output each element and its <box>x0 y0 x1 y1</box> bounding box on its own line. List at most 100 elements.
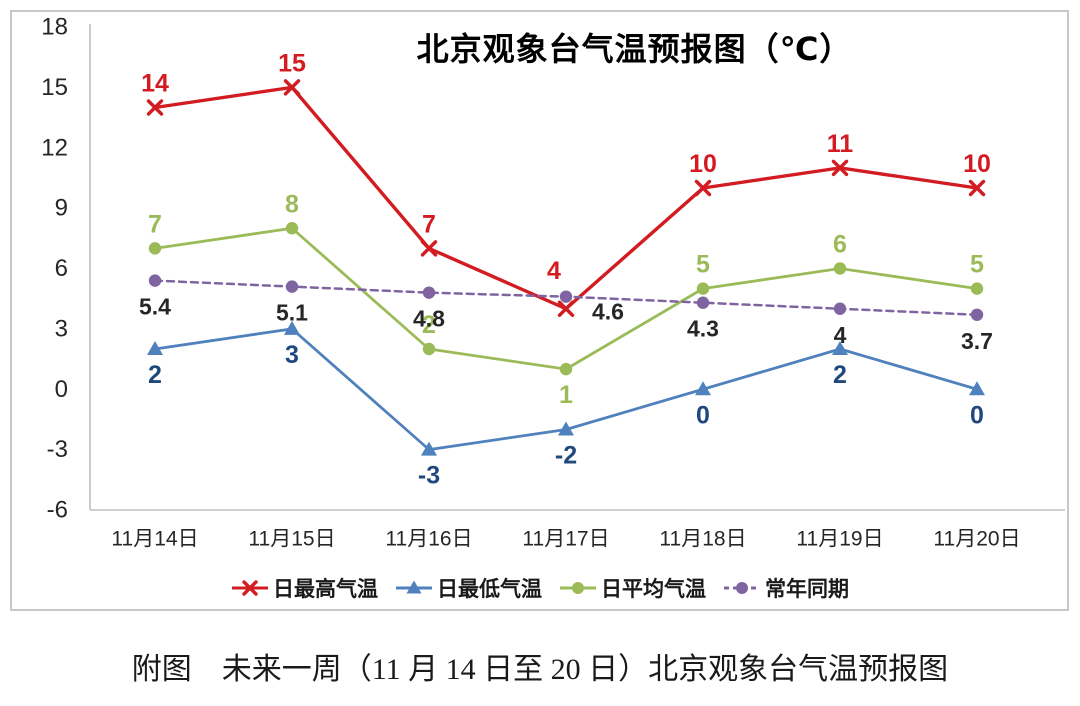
series-line-daily-max <box>153 85 979 311</box>
data-label-daily-max: 10 <box>689 150 717 178</box>
data-label-daily-min: -2 <box>555 442 577 470</box>
y-tick-label: 9 <box>55 195 68 222</box>
circle-marker <box>833 302 847 315</box>
data-label-daily-max: 10 <box>963 150 991 178</box>
circle-marker <box>285 280 299 293</box>
y-tick-label: 0 <box>55 376 68 403</box>
figure-caption: 附图 未来一周（11 月 14 日至 20 日）北京观象台气温预报图 <box>131 653 949 686</box>
x-tick-label: 11月16日 <box>385 528 472 551</box>
circle-marker <box>559 362 573 376</box>
series-climate-normal <box>148 274 984 321</box>
circle-marker <box>559 290 573 303</box>
data-label-daily-avg: 5 <box>970 251 984 279</box>
data-label-daily-max: 7 <box>422 210 436 238</box>
series-daily-min <box>147 320 985 456</box>
data-label-daily-min: 2 <box>833 361 847 389</box>
legend-marker-x-icon <box>232 580 268 596</box>
data-label-climate-normal: 4 <box>834 322 847 348</box>
labels-daily-max: 14 15 7 4 10 11 10 <box>141 49 991 284</box>
y-tick-label: 18 <box>41 14 68 41</box>
x-marker <box>694 179 712 197</box>
data-label-climate-normal: 3.7 <box>961 328 993 354</box>
data-label-climate-normal: 4.6 <box>592 299 624 325</box>
data-label-daily-avg: 6 <box>833 231 847 259</box>
data-label-daily-min: -3 <box>418 462 440 490</box>
data-label-daily-avg: 8 <box>285 190 299 218</box>
data-label-daily-max: 14 <box>141 70 169 98</box>
data-label-climate-normal: 5.1 <box>276 300 308 326</box>
triangle-marker <box>969 381 985 396</box>
circle-marker <box>833 262 847 275</box>
data-label-daily-max: 11 <box>827 130 854 158</box>
circle-marker <box>285 222 299 235</box>
data-label-daily-max: 15 <box>278 49 306 77</box>
x-tick-label: 11月15日 <box>248 528 335 551</box>
circle-marker <box>970 308 984 321</box>
data-label-climate-normal: 4.3 <box>687 316 719 342</box>
y-tick-label: 12 <box>41 134 68 161</box>
x-tick-label: 11月19日 <box>796 528 883 551</box>
x-marker <box>968 179 986 197</box>
x-marker <box>557 300 575 317</box>
legend-label-daily-avg: 日平均气温 <box>601 578 706 601</box>
data-label-climate-normal: 4.8 <box>413 306 445 332</box>
data-label-daily-min: 0 <box>696 401 710 429</box>
data-label-daily-min: 3 <box>285 341 299 369</box>
x-tick-label: 11月18日 <box>659 528 746 551</box>
data-label-daily-avg: 1 <box>559 381 573 409</box>
labels-daily-avg: 7 8 2 1 5 6 5 <box>148 190 984 409</box>
legend-item-daily-min: 日最低气温 <box>394 573 542 603</box>
circle-marker <box>148 274 162 287</box>
triangle-marker <box>832 341 848 355</box>
series-daily-max <box>146 79 986 317</box>
triangle-marker <box>558 421 574 436</box>
circle-marker <box>422 342 436 356</box>
chart-frame: 北京观象台气温预报图（℃） 18 15 12 9 6 3 0 -3 -6 11月14日 11月15日… <box>10 10 1069 611</box>
data-label-daily-max: 4 <box>547 257 561 285</box>
data-label-daily-avg: 7 <box>148 210 162 238</box>
circle-marker <box>970 282 984 295</box>
circle-marker <box>148 242 162 255</box>
circle-marker <box>696 282 710 295</box>
legend-label-climate-normal: 常年同期 <box>765 578 849 601</box>
legend-item-daily-avg: 日平均气温 <box>558 573 706 603</box>
series-daily-avg <box>148 222 984 376</box>
legend-marker-triangle-icon <box>396 580 432 594</box>
circle-marker <box>696 296 710 309</box>
data-label-daily-min: 2 <box>148 361 162 389</box>
legend-marker-circle-icon <box>724 582 760 594</box>
data-label-daily-avg: 5 <box>696 251 710 279</box>
triangle-marker <box>695 381 711 396</box>
triangle-marker <box>421 441 437 456</box>
y-tick-label: 6 <box>55 255 68 282</box>
legend-item-climate-normal: 常年同期 <box>722 573 849 603</box>
y-tick-label: -6 <box>47 497 68 524</box>
x-tick-label: 11月14日 <box>111 528 198 551</box>
legend-item-daily-max: 日最高气温 <box>230 573 378 603</box>
x-marker <box>831 159 849 177</box>
data-label-daily-avg: 2 <box>422 311 436 339</box>
y-tick-label: 15 <box>41 74 68 101</box>
circle-marker <box>422 286 436 299</box>
x-marker <box>146 99 164 116</box>
triangle-marker <box>147 341 163 355</box>
triangle-marker <box>284 320 300 335</box>
y-tick-label: 3 <box>55 315 68 342</box>
data-label-daily-min: 0 <box>970 401 984 429</box>
x-tick-label: 11月20日 <box>933 528 1020 551</box>
x-tick-label: 11月17日 <box>522 528 609 551</box>
labels-climate-normal: 5.4 5.1 4.8 4.6 4.3 4 3.7 <box>139 294 993 354</box>
chart-title: 北京观象台气温预报图（℃） <box>416 31 853 67</box>
data-label-climate-normal: 5.4 <box>139 294 171 320</box>
chart-legend: 日最高气温 日最低气温 日平均气温 常年同期 <box>12 573 1067 603</box>
x-marker <box>420 240 438 257</box>
legend-marker-circle-icon <box>560 582 596 594</box>
labels-daily-min: 2 3 -3 -2 0 2 0 <box>148 341 984 490</box>
x-marker <box>283 79 301 96</box>
legend-label-daily-max: 日最高气温 <box>273 578 378 601</box>
legend-label-daily-min: 日最低气温 <box>437 578 542 601</box>
y-tick-label: -3 <box>47 436 68 463</box>
